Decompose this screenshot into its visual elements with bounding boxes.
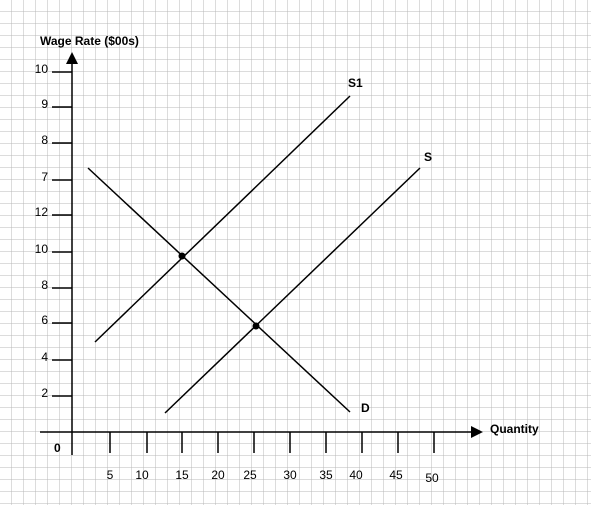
y-tick-label: 4 — [41, 350, 48, 364]
x-tick-label: 10 — [135, 468, 149, 482]
y-tick-label: 6 — [41, 313, 48, 327]
x-tick-label: 5 — [107, 468, 114, 482]
axes — [40, 52, 483, 455]
s1-line — [94, 95, 351, 343]
curve-label: S1 — [348, 76, 363, 90]
curve-label: D — [361, 401, 370, 415]
x-tick-label: 25 — [243, 468, 257, 482]
y-tick-label: 10 — [35, 62, 49, 76]
x-tick-label: 35 — [319, 468, 333, 482]
origin-label: 0 — [54, 441, 61, 455]
s-line — [164, 167, 421, 414]
curve-label: S — [424, 150, 432, 164]
d-line — [87, 167, 351, 413]
x-tick-label: 15 — [175, 468, 189, 482]
x-tick-label: 30 — [283, 468, 297, 482]
y-tick-label: 8 — [41, 278, 48, 292]
x-tick-label: 45 — [389, 468, 403, 482]
equilibrium-point — [178, 252, 186, 260]
equilibrium-point — [252, 322, 260, 330]
y-tick-label: 10 — [35, 242, 49, 256]
y-tick-label: 8 — [41, 133, 48, 147]
x-axis-title: Quantity — [490, 422, 539, 436]
x-tick-label: 40 — [349, 468, 363, 482]
x-tick-label: 20 — [211, 468, 225, 482]
y-tick-label: 2 — [41, 386, 48, 400]
y-axis-title: Wage Rate ($00s) — [40, 34, 139, 48]
y-tick-label: 7 — [41, 170, 48, 184]
curves — [87, 95, 421, 414]
y-tick-label: 12 — [35, 205, 49, 219]
x-tick-label: 50 — [425, 471, 439, 485]
y-tick-label: 9 — [41, 97, 48, 111]
